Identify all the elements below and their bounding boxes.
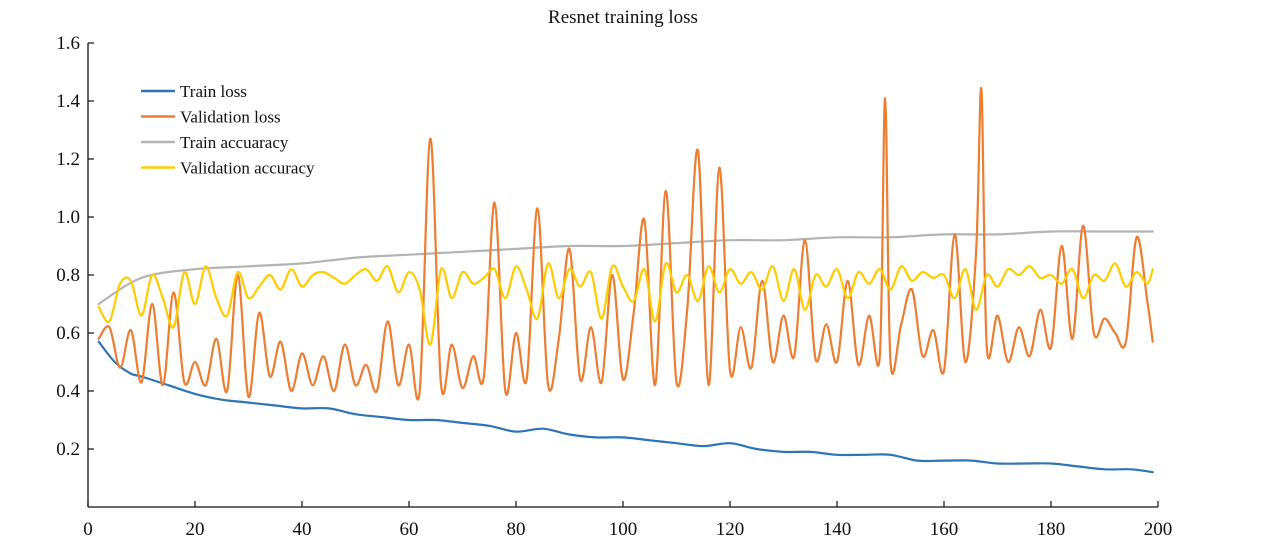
series-line-validation-loss	[97, 87, 1154, 401]
y-tick-label: 0.4	[56, 381, 80, 402]
legend-label-train-loss: Train loss	[180, 82, 247, 101]
x-tick-label: 0	[83, 519, 93, 540]
legend: Train loss Validation loss Train accuaracy…	[141, 82, 315, 178]
axes: 0 20 40 60 80 100 120 140 160 180 200 0.2 0.4 0.6 0.8 1…	[56, 33, 1172, 540]
x-tick-label: 100	[609, 519, 638, 540]
y-tick-label: 1.0	[56, 207, 80, 228]
y-tick-label: 0.8	[56, 265, 80, 286]
x-tick-label: 180	[1037, 519, 1066, 540]
y-tick-label: 1.2	[56, 149, 80, 170]
x-tick-label: 20	[186, 519, 205, 540]
x-tick-label: 140	[823, 519, 852, 540]
series-line-train-loss	[97, 340, 1154, 474]
x-tick-label: 200	[1144, 519, 1173, 540]
y-tick-label: 0.2	[56, 439, 80, 460]
series-line-validation-accuracy	[97, 262, 1154, 346]
chart-title: Resnet training loss	[548, 7, 698, 28]
x-tick-label: 60	[400, 519, 419, 540]
series-layer	[97, 87, 1154, 474]
x-tick-label: 80	[507, 519, 526, 540]
series-line-train-accuaracy	[97, 230, 1154, 306]
x-tick-label: 160	[930, 519, 959, 540]
legend-label-train-accuaracy: Train accuaracy	[180, 133, 289, 152]
x-tick-label: 40	[293, 519, 312, 540]
y-tick-label: 0.6	[56, 323, 80, 344]
legend-label-validation-loss: Validation loss	[180, 108, 281, 127]
y-tick-label: 1.4	[56, 91, 80, 112]
x-tick-label: 120	[716, 519, 745, 540]
y-tick-label: 1.6	[56, 33, 80, 54]
legend-label-validation-accuracy: Validation accuracy	[180, 159, 315, 178]
